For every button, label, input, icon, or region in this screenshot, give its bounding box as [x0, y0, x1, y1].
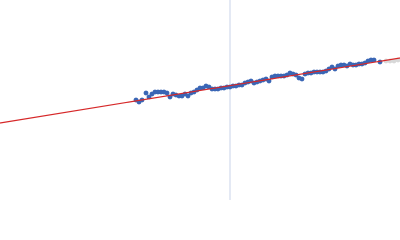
- data-point: [164, 90, 170, 96]
- data-point: [143, 90, 149, 96]
- data-point: [371, 57, 377, 63]
- data-point: [299, 76, 305, 82]
- data-point: [391, 58, 397, 64]
- chart: [0, 0, 400, 200]
- fit-line: [0, 57, 400, 124]
- page: {"chart_data": {"type": "scatter", "xlim…: [0, 0, 400, 200]
- data-point: [185, 93, 191, 99]
